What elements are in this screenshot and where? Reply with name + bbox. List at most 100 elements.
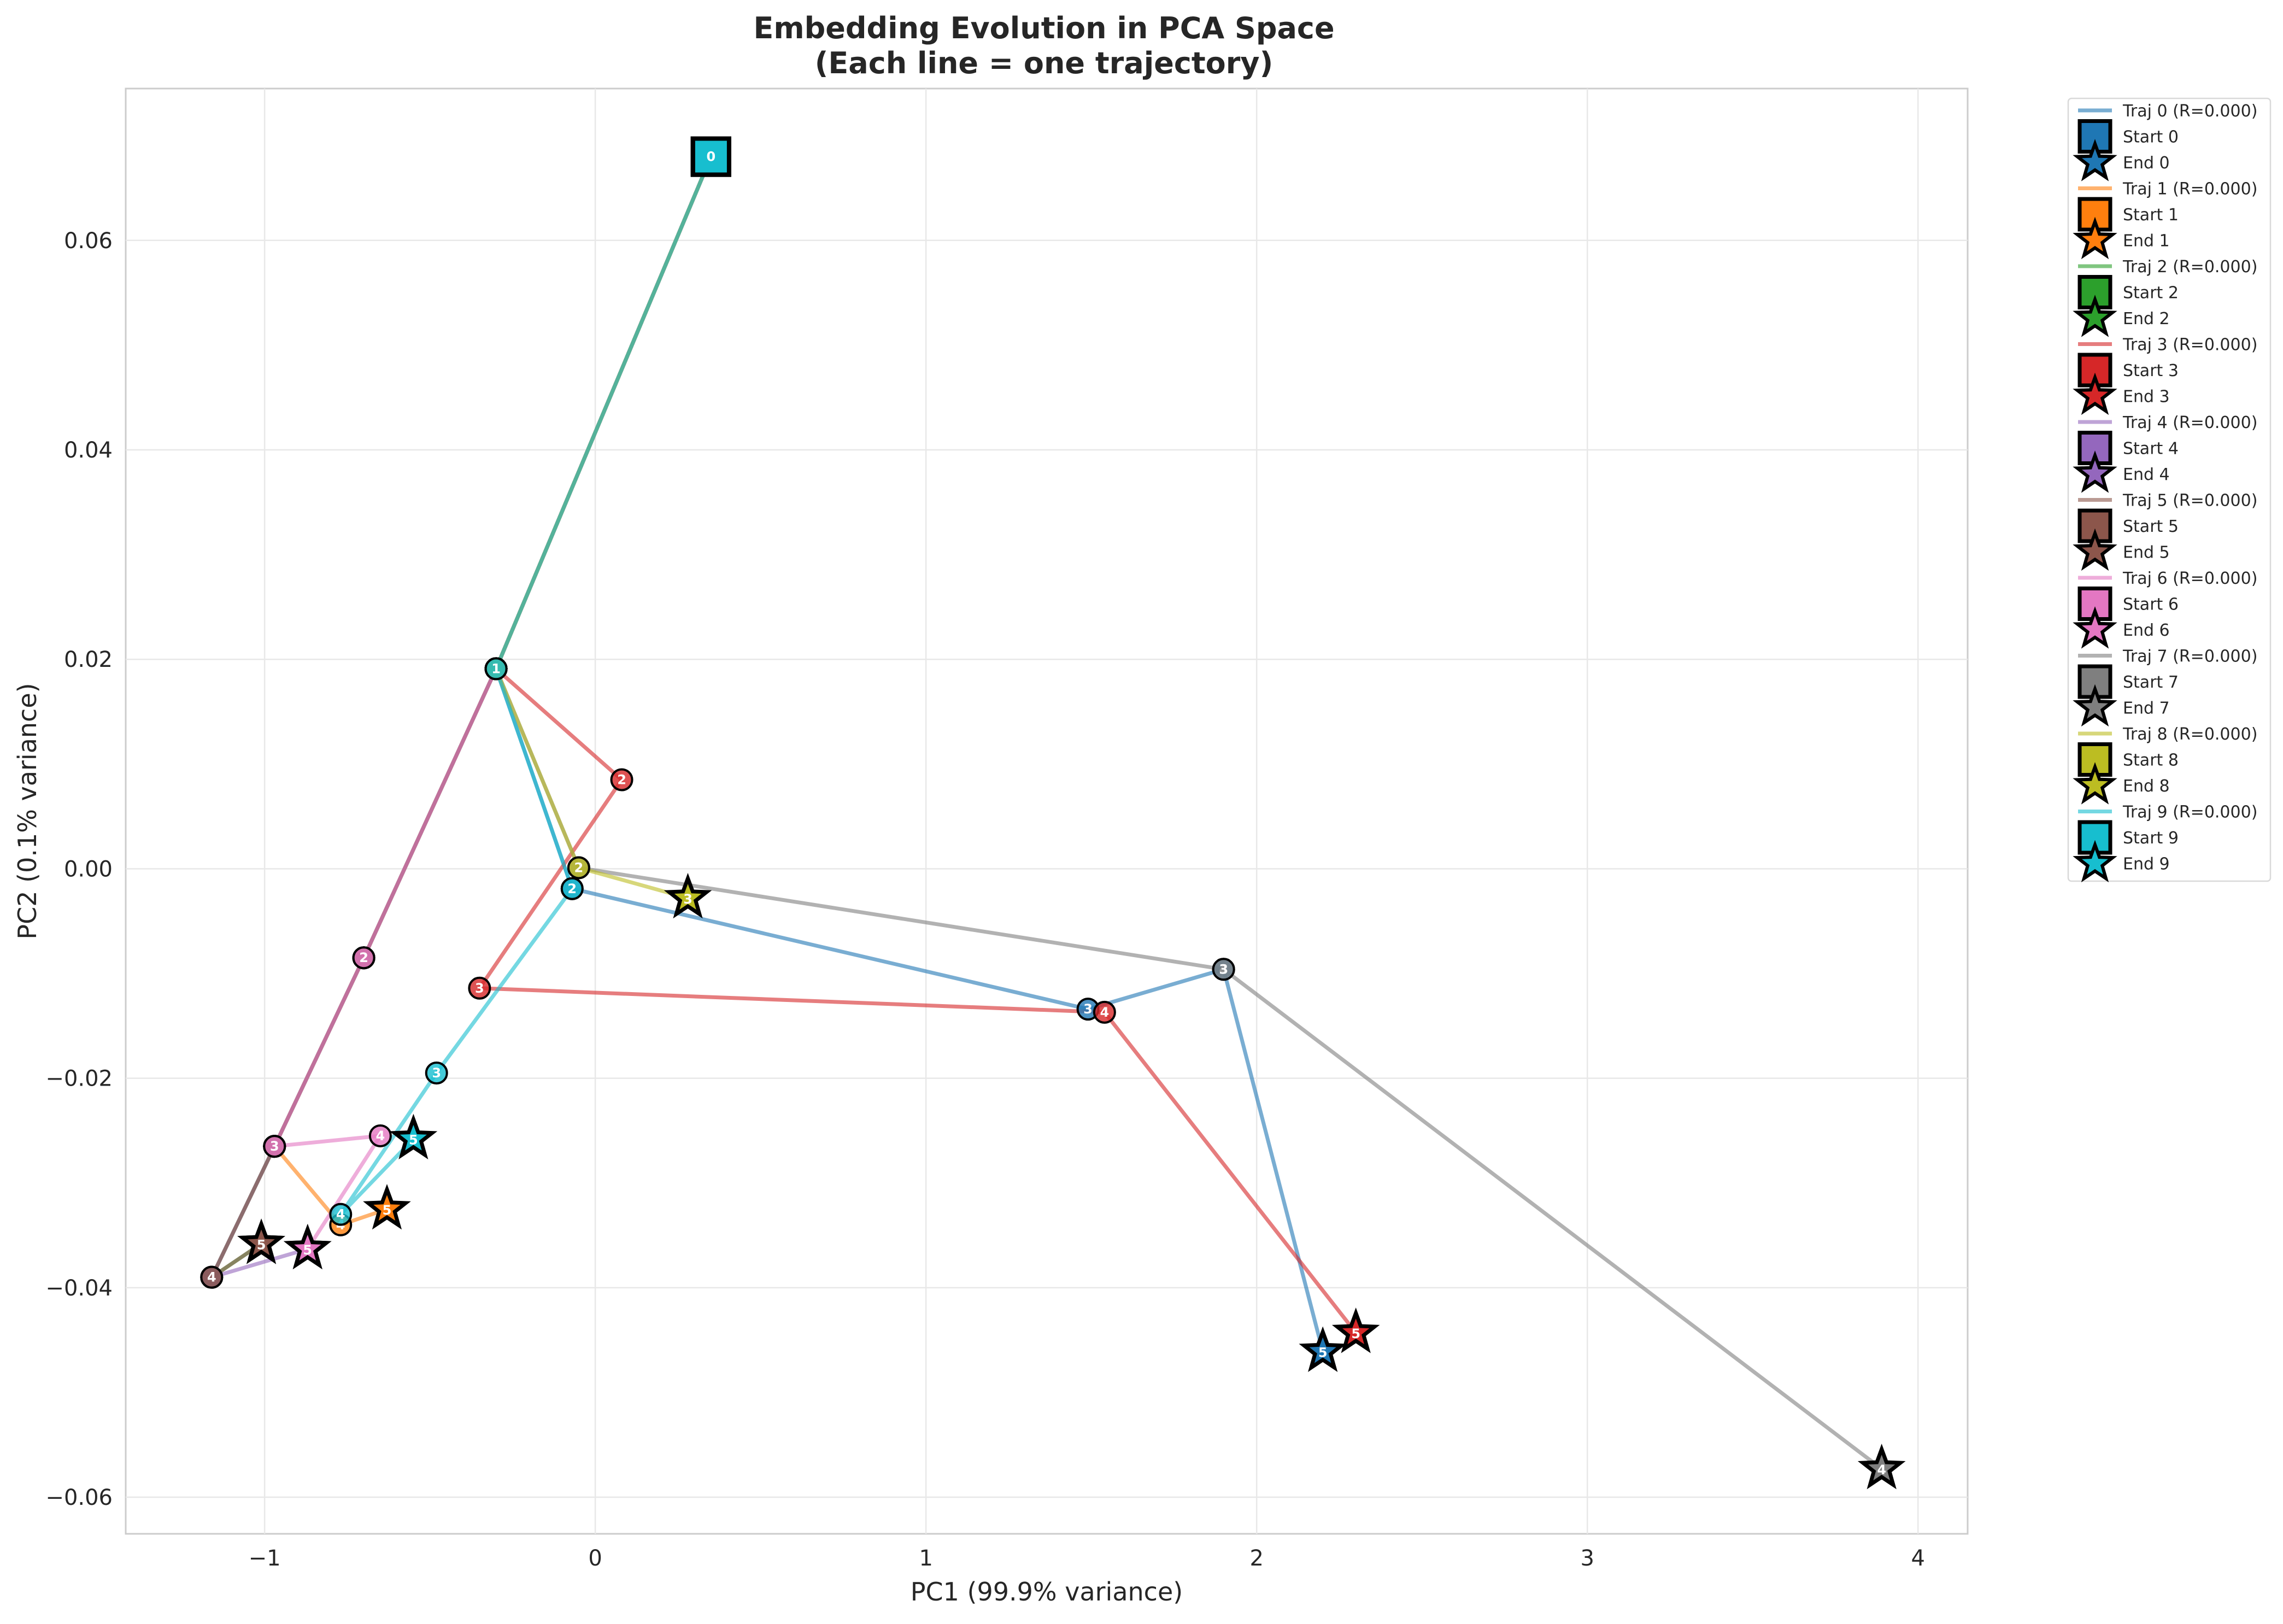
- x-tick-label: 4: [1911, 1546, 1925, 1571]
- legend-end-swatch: [2073, 372, 2117, 415]
- step-point: [329, 1203, 353, 1226]
- step-point: [567, 856, 590, 880]
- legend-end-swatch: [2073, 295, 2117, 337]
- legend-end-swatch: [2073, 762, 2117, 805]
- y-tick-label: 0.02: [64, 647, 113, 672]
- step-label: 3: [270, 1139, 279, 1154]
- x-tick-label: 1: [919, 1546, 932, 1571]
- step-label: 3: [1083, 1001, 1093, 1017]
- y-tick-label: 0.04: [64, 438, 113, 463]
- y-tick-label: −0.06: [45, 1485, 113, 1510]
- step-point: [468, 976, 491, 1000]
- y-axis-title: PC2 (0.1% variance): [13, 683, 42, 939]
- x-tick-label: −1: [249, 1546, 281, 1571]
- legend-end-label: End 1: [2123, 232, 2170, 251]
- step-label: 3: [475, 981, 484, 996]
- legend-end-swatch: [2073, 684, 2117, 727]
- legend-line-label: Traj 9 (R=0.000): [2122, 803, 2257, 822]
- legend-end-swatch: [2073, 450, 2117, 493]
- legend-start-label: Start 1: [2123, 206, 2179, 225]
- legend-end-label: End 7: [2123, 699, 2170, 718]
- legend-end-label: End 6: [2123, 621, 2170, 640]
- grid-lines: [126, 89, 1968, 1534]
- legend-end-swatch: [2073, 606, 2117, 649]
- legend-line-label: Traj 1 (R=0.000): [2122, 180, 2257, 199]
- start-label: 0: [707, 149, 716, 165]
- step-label: 1: [491, 661, 501, 676]
- trajectory-line: [338, 155, 713, 1217]
- step-point: [368, 1124, 392, 1147]
- end-marker: [1299, 1326, 1347, 1372]
- y-tick-label: −0.02: [45, 1066, 113, 1092]
- step-label: 3: [432, 1065, 441, 1081]
- legend-end-label: End 8: [2123, 777, 2170, 796]
- legend-line-label: Traj 3 (R=0.000): [2122, 336, 2257, 355]
- end-marker: [389, 1113, 438, 1159]
- step-label: 3: [1219, 961, 1228, 977]
- legend-end-swatch: [2073, 528, 2117, 571]
- legend-line-label: Traj 8 (R=0.000): [2122, 725, 2257, 744]
- step-point: [484, 657, 508, 681]
- legend-line-label: Traj 2 (R=0.000): [2122, 257, 2257, 277]
- plot-area: [125, 87, 1969, 1535]
- trajectory-layer: 1234123412341234123412341234123121234000…: [200, 136, 1906, 1490]
- legend-start-swatch: [2077, 587, 2112, 621]
- y-tick-label: 0.00: [64, 857, 113, 882]
- end-marker: [237, 1218, 285, 1264]
- end-label: 3: [683, 892, 692, 907]
- end-label: 4: [1877, 1462, 1886, 1478]
- chart-subtitle: (Each line = one trajectory): [815, 46, 1273, 80]
- tick-labels: −1 0 1 2 3 4−0.06−0.04−0.020.000.020.040.06: [45, 228, 1925, 1571]
- legend-box: [2067, 97, 2272, 882]
- step-label: 2: [359, 950, 368, 965]
- legend-end-swatch: [2073, 216, 2117, 260]
- x-tick-label: 0: [588, 1546, 602, 1571]
- legend-end-label: End 9: [2123, 855, 2170, 874]
- legend-end-label: End 5: [2123, 543, 2170, 562]
- legend-start-label: Start 4: [2123, 439, 2179, 459]
- legend-line-label: Traj 7 (R=0.000): [2122, 647, 2257, 666]
- legend-start-label: Start 2: [2123, 284, 2179, 303]
- step-label: 2: [617, 772, 626, 788]
- legend-end-swatch: [2073, 840, 2117, 883]
- step-label: 4: [336, 1207, 345, 1222]
- legend-start-label: Start 6: [2123, 595, 2179, 614]
- legend-line-label: Traj 5 (R=0.000): [2122, 491, 2257, 511]
- x-tick-label: 2: [1249, 1546, 1263, 1571]
- step-label: 2: [574, 860, 584, 875]
- end-label: 5: [303, 1242, 312, 1258]
- step-label: 4: [376, 1128, 385, 1144]
- legend-start-label: Start 9: [2123, 829, 2179, 848]
- x-axis-title: PC1 (99.9% variance): [911, 1577, 1183, 1607]
- end-marker: [363, 1184, 411, 1230]
- y-tick-label: −0.04: [45, 1276, 113, 1301]
- end-marker: [664, 872, 712, 919]
- step-label: 2: [567, 881, 577, 896]
- legend-start-label: Start 5: [2123, 517, 2179, 536]
- x-tick-label: 3: [1580, 1546, 1594, 1571]
- step-label: 4: [207, 1270, 216, 1285]
- step-point: [263, 1135, 286, 1158]
- legend-line-label: Traj 4 (R=0.000): [2122, 413, 2257, 432]
- step-point: [1093, 1000, 1116, 1024]
- end-marker: [283, 1223, 332, 1270]
- legend-line-label: Traj 0 (R=0.000): [2122, 102, 2257, 121]
- step-point: [1212, 958, 1235, 981]
- legend-line-label: Traj 6 (R=0.000): [2122, 569, 2257, 588]
- legend-start-label: Start 0: [2123, 128, 2179, 147]
- step-point: [200, 1265, 224, 1289]
- legend-end-label: End 0: [2123, 154, 2170, 173]
- legend: Traj 0 (R=0.000) Start 0 End 0 Traj 1 (R=0.…: [2067, 97, 2272, 883]
- legend-end-label: End 2: [2123, 309, 2170, 329]
- end-label: 5: [409, 1133, 418, 1148]
- chart-title: Embedding Evolution in PCA Space: [753, 11, 1334, 45]
- end-label: 5: [1351, 1326, 1360, 1341]
- end-label: 5: [257, 1237, 266, 1252]
- step-point: [352, 946, 375, 970]
- step-label: 4: [1100, 1005, 1110, 1020]
- legend-start-label: Start 8: [2123, 751, 2179, 770]
- step-point: [560, 877, 584, 900]
- end-marker: [1857, 1444, 1906, 1490]
- legend-end-label: End 3: [2123, 388, 2170, 407]
